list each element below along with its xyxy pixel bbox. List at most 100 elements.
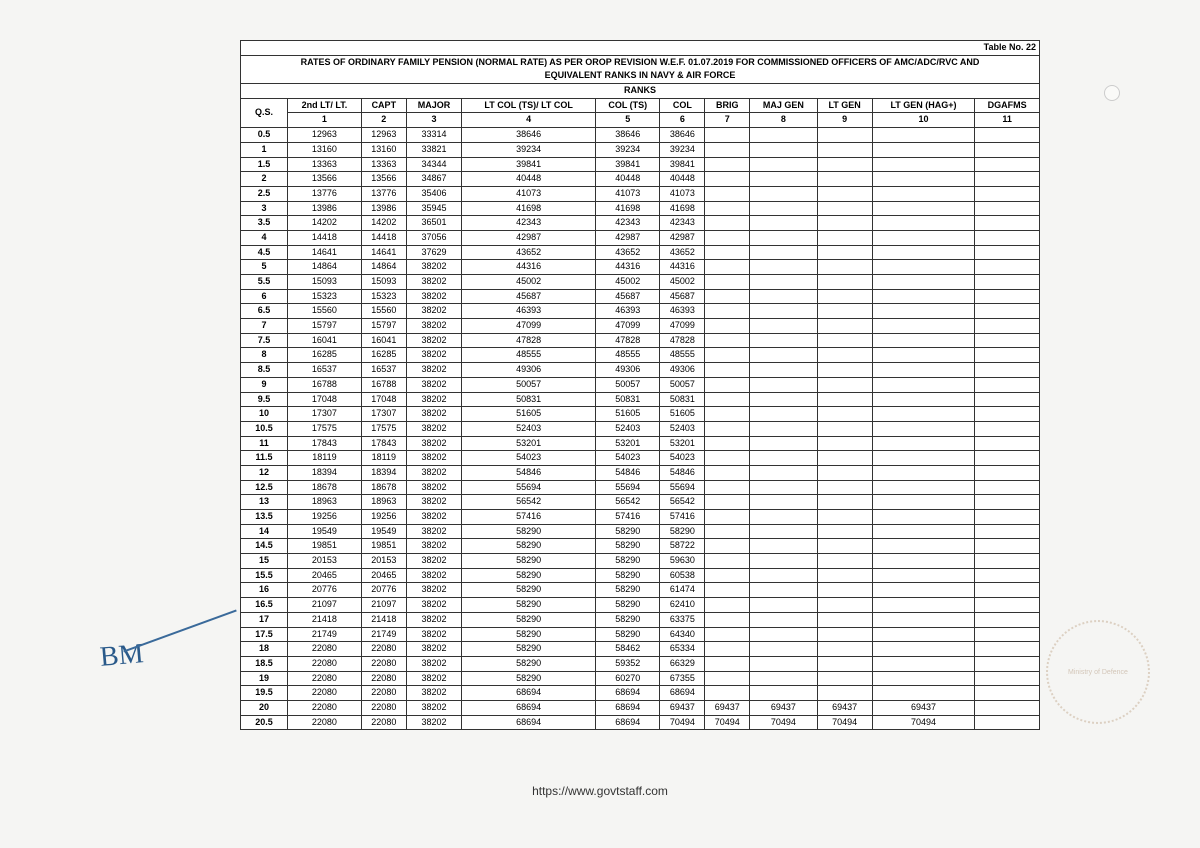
table-cell bbox=[705, 157, 750, 172]
table-cell: 22080 bbox=[288, 715, 362, 730]
table-cell bbox=[975, 510, 1040, 525]
table-cell bbox=[750, 554, 817, 569]
table-cell: 50831 bbox=[462, 392, 596, 407]
table-cell bbox=[705, 465, 750, 480]
table-cell bbox=[975, 319, 1040, 334]
table-cell: 35406 bbox=[406, 186, 461, 201]
table-row: 1.5133631336334344398413984139841 bbox=[241, 157, 1040, 172]
table-cell bbox=[750, 598, 817, 613]
official-stamp: Ministry of Defence bbox=[1046, 620, 1150, 724]
table-cell: 38202 bbox=[406, 715, 461, 730]
table-cell bbox=[750, 289, 817, 304]
table-cell: 52403 bbox=[660, 421, 705, 436]
pension-table: Table No. 22 RATES OF ORDINARY FAMILY PE… bbox=[240, 40, 1040, 730]
table-cell bbox=[817, 686, 872, 701]
table-cell: 43652 bbox=[660, 245, 705, 260]
table-row: 6.5155601556038202463934639346393 bbox=[241, 304, 1040, 319]
table-cell: 59352 bbox=[596, 656, 660, 671]
table-cell: 14641 bbox=[288, 245, 362, 260]
table-cell: 70494 bbox=[817, 715, 872, 730]
table-cell bbox=[872, 436, 975, 451]
table-cell: 38646 bbox=[596, 128, 660, 143]
table-cell bbox=[975, 275, 1040, 290]
table-cell: 17307 bbox=[288, 407, 362, 422]
table-cell: 54846 bbox=[596, 465, 660, 480]
table-cell: 38646 bbox=[462, 128, 596, 143]
table-cell: 21749 bbox=[361, 627, 406, 642]
table-cell bbox=[750, 656, 817, 671]
table-cell bbox=[975, 495, 1040, 510]
table-cell bbox=[975, 245, 1040, 260]
table-cell bbox=[817, 421, 872, 436]
table-cell: 38202 bbox=[406, 583, 461, 598]
table-cell: 1.5 bbox=[241, 157, 288, 172]
table-cell: 44316 bbox=[660, 260, 705, 275]
table-cell: 18394 bbox=[361, 465, 406, 480]
table-cell bbox=[705, 363, 750, 378]
column-number: 11 bbox=[975, 113, 1040, 128]
table-cell bbox=[975, 568, 1040, 583]
table-cell: 53201 bbox=[660, 436, 705, 451]
table-cell: 51605 bbox=[660, 407, 705, 422]
column-header: LT COL (TS)/ LT COL bbox=[462, 98, 596, 113]
table-cell bbox=[750, 480, 817, 495]
table-cell bbox=[975, 686, 1040, 701]
table-cell: 2 bbox=[241, 172, 288, 187]
table-cell: 68694 bbox=[462, 686, 596, 701]
table-cell: 15323 bbox=[288, 289, 362, 304]
column-header: CAPT bbox=[361, 98, 406, 113]
header-row: Q.S.2nd LT/ LT.CAPTMAJORLT COL (TS)/ LT … bbox=[241, 98, 1040, 113]
table-cell: 16041 bbox=[361, 333, 406, 348]
table-row: 16207762077638202582905829061474 bbox=[241, 583, 1040, 598]
table-cell bbox=[750, 142, 817, 157]
table-cell: 40448 bbox=[660, 172, 705, 187]
table-cell: 22080 bbox=[361, 642, 406, 657]
table-cell bbox=[817, 157, 872, 172]
table-cell: 19851 bbox=[361, 539, 406, 554]
table-cell: 22080 bbox=[361, 715, 406, 730]
table-cell: 41698 bbox=[462, 201, 596, 216]
table-cell bbox=[872, 451, 975, 466]
table-cell: 55694 bbox=[596, 480, 660, 495]
table-row: 4144181441837056429874298742987 bbox=[241, 230, 1040, 245]
table-cell: 13 bbox=[241, 495, 288, 510]
table-cell: 13160 bbox=[288, 142, 362, 157]
table-cell: 48555 bbox=[660, 348, 705, 363]
table-cell: 17048 bbox=[288, 392, 362, 407]
table-cell: 15797 bbox=[288, 319, 362, 334]
column-number: 3 bbox=[406, 113, 461, 128]
table-cell: 56542 bbox=[660, 495, 705, 510]
table-cell bbox=[975, 583, 1040, 598]
table-cell bbox=[872, 275, 975, 290]
table-cell: 22080 bbox=[288, 671, 362, 686]
table-cell: 54023 bbox=[660, 451, 705, 466]
table-cell: 70494 bbox=[705, 715, 750, 730]
table-cell bbox=[872, 627, 975, 642]
table-cell bbox=[817, 451, 872, 466]
table-cell bbox=[750, 392, 817, 407]
table-cell: 41698 bbox=[596, 201, 660, 216]
table-cell bbox=[872, 612, 975, 627]
table-cell: 12 bbox=[241, 465, 288, 480]
table-cell: 58290 bbox=[462, 656, 596, 671]
table-cell bbox=[872, 465, 975, 480]
table-cell: 21418 bbox=[288, 612, 362, 627]
table-cell bbox=[975, 524, 1040, 539]
table-cell bbox=[872, 421, 975, 436]
table-cell: 42343 bbox=[660, 216, 705, 231]
table-cell: 54846 bbox=[660, 465, 705, 480]
document-page: Table No. 22 RATES OF ORDINARY FAMILY PE… bbox=[240, 40, 1040, 730]
table-cell: 34344 bbox=[406, 157, 461, 172]
table-cell bbox=[872, 142, 975, 157]
table-cell: 37629 bbox=[406, 245, 461, 260]
table-cell: 54846 bbox=[462, 465, 596, 480]
table-cell: 14864 bbox=[288, 260, 362, 275]
table-cell: 42343 bbox=[596, 216, 660, 231]
table-cell: 58290 bbox=[596, 583, 660, 598]
table-cell bbox=[817, 230, 872, 245]
table-cell bbox=[705, 407, 750, 422]
table-cell: 11.5 bbox=[241, 451, 288, 466]
table-cell: 17575 bbox=[288, 421, 362, 436]
table-cell bbox=[750, 319, 817, 334]
table-cell bbox=[750, 348, 817, 363]
